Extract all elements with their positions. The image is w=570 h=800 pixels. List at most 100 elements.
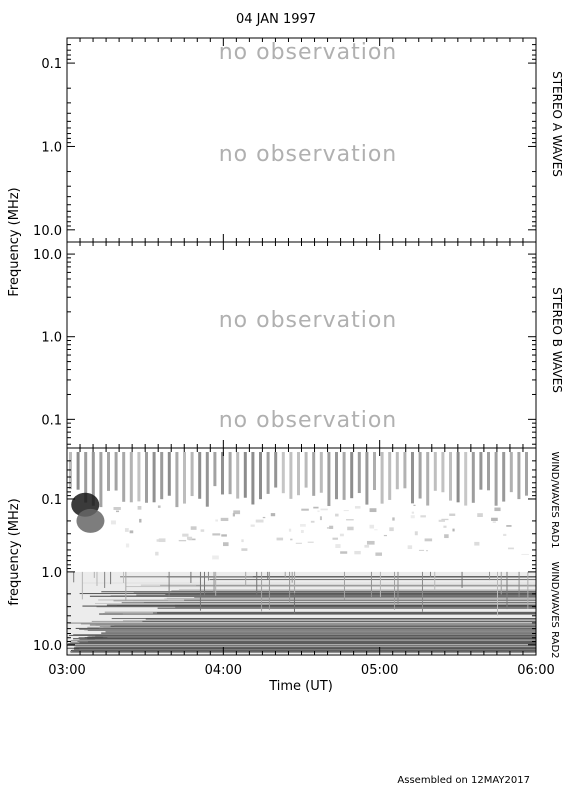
x-axis-label: Time (UT) xyxy=(268,679,333,694)
rad1-patch xyxy=(301,508,309,511)
rad2-line xyxy=(69,634,536,636)
rad1-stripe xyxy=(319,452,323,493)
rad1-stripe xyxy=(342,452,346,500)
rad1-stripe xyxy=(388,452,392,500)
rad1-stripe xyxy=(198,452,202,499)
rad1-stripe xyxy=(487,452,490,491)
stereo-b-no-observation-1: no observation xyxy=(219,308,398,333)
rad2-line xyxy=(79,642,537,644)
rad2-line xyxy=(98,628,536,630)
rad2-line xyxy=(72,651,536,653)
rad1-patch xyxy=(157,505,161,508)
rad1-patch xyxy=(241,548,248,551)
rad2-line xyxy=(103,636,536,638)
rad1-stripe xyxy=(84,452,88,503)
rad2-line xyxy=(94,602,536,604)
wind-ytick-label: 1.0 xyxy=(41,566,62,581)
rad2-spike xyxy=(518,571,520,597)
rad1-patch xyxy=(346,519,354,521)
rad1-patch xyxy=(295,542,302,544)
rad2-line xyxy=(70,640,537,642)
rad1-patch xyxy=(414,531,418,536)
rad1-stripe xyxy=(525,452,528,496)
rad1-stripe xyxy=(517,452,521,500)
rad1-patch xyxy=(212,533,221,536)
rad1-patch xyxy=(375,552,382,556)
rad2-spike xyxy=(81,571,83,600)
rad1-stripe xyxy=(426,452,430,506)
rad1-stripe xyxy=(289,452,293,499)
rad1-patch xyxy=(335,544,341,548)
rad1-patch xyxy=(220,517,229,522)
rad1-patch xyxy=(411,511,415,514)
rad2-spike xyxy=(168,571,170,597)
rad1-stripe xyxy=(357,452,361,494)
rad2-spike xyxy=(489,571,491,581)
rad2-spike xyxy=(190,571,192,583)
rad1-stripe xyxy=(243,452,247,498)
rad2-spike xyxy=(289,571,291,603)
rad1-patch xyxy=(474,541,480,546)
stereo-a-no-observation-1: no observation xyxy=(219,40,398,65)
rad1-patch xyxy=(221,534,227,537)
rad1-patch xyxy=(347,526,354,531)
rad1-stripe xyxy=(373,452,376,490)
rad2-line xyxy=(114,625,536,627)
rad2-line xyxy=(89,595,537,597)
rad1-patch xyxy=(300,529,304,533)
rad2-spike xyxy=(199,571,201,611)
rad1-patch xyxy=(477,513,483,517)
rad1-stripe xyxy=(433,452,437,491)
rad2-line xyxy=(121,602,536,604)
rad2-spike xyxy=(506,571,508,610)
rad1-patch xyxy=(491,517,498,521)
date-title: 04 JAN 1997 xyxy=(236,12,316,27)
rad1-patch xyxy=(310,520,315,523)
rad1-stripe xyxy=(509,452,513,493)
rad1-stripe xyxy=(205,452,209,507)
rad2-line xyxy=(174,604,536,606)
rad1-patch xyxy=(326,527,332,529)
rad1-stripe xyxy=(183,452,186,504)
stereo-a-panel: no observation no observation STEREO A W… xyxy=(66,37,564,243)
rad1-patch xyxy=(262,516,266,519)
wind-y-axis-label: frequency (MHz) xyxy=(7,498,22,605)
rad1-stripe xyxy=(228,452,232,495)
rad1-patch xyxy=(364,544,370,548)
rad2-spike xyxy=(204,571,206,596)
stereo-y-axis-label: Frequency (MHz) xyxy=(7,187,22,296)
rad1-stripe xyxy=(297,452,300,496)
stereo-b-plot-frame xyxy=(66,241,537,449)
rad2-line xyxy=(157,612,537,614)
rad2-line xyxy=(168,600,537,602)
rad2-line xyxy=(87,638,536,640)
rad2-spike xyxy=(261,571,263,612)
rad1-patch xyxy=(158,538,166,543)
rad1-stripe xyxy=(471,452,475,503)
rad1-stripe xyxy=(91,452,95,506)
rad1-patch xyxy=(383,534,387,537)
rad1-patch xyxy=(420,515,426,518)
rad1-patch xyxy=(255,519,264,523)
rad2-spike xyxy=(284,571,286,579)
b-ytick-label: 1.0 xyxy=(41,331,62,346)
rad2-line xyxy=(87,626,536,628)
rad1-stripe xyxy=(380,452,384,504)
rad2-line xyxy=(95,635,536,637)
rad1-patch xyxy=(124,528,129,532)
xtick-label: 06:00 xyxy=(517,663,554,678)
rad2-line xyxy=(107,637,536,639)
rad1-patch xyxy=(494,507,501,512)
rad1-stripe xyxy=(114,452,118,491)
rad1-stripe xyxy=(167,452,171,496)
rad1-patch xyxy=(329,525,334,529)
rad2-spike xyxy=(421,571,423,612)
rad1-stripe xyxy=(395,452,399,490)
rad1-stripe xyxy=(327,452,331,507)
rad2-spike xyxy=(497,571,499,616)
stereo-a-plot-frame xyxy=(66,37,537,243)
rad1-patch xyxy=(438,519,445,522)
rad2-line xyxy=(160,584,536,586)
rad1-stripe xyxy=(221,452,224,495)
rad2-spike xyxy=(245,571,247,586)
